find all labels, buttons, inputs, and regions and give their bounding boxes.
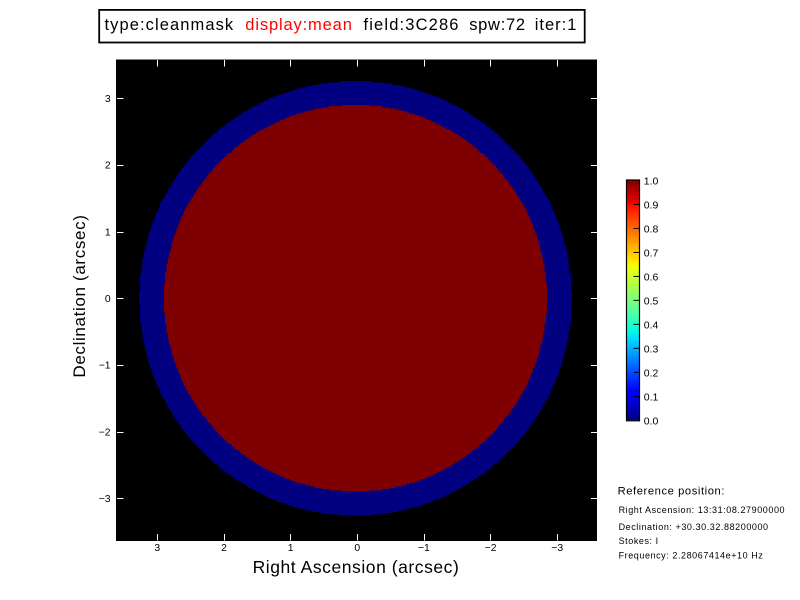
svg-text:0.2: 0.2 [644, 367, 659, 379]
svg-text:0: 0 [354, 543, 360, 554]
svg-text:Declination (arcsec): Declination (arcsec) [70, 214, 89, 377]
svg-text:0.1: 0.1 [644, 391, 659, 403]
svg-text:iter:1: iter:1 [535, 16, 578, 34]
svg-text:type:cleanmask: type:cleanmask [105, 16, 235, 34]
svg-text:display:mean: display:mean [245, 16, 352, 34]
svg-text:Stokes: I: Stokes: I [619, 536, 659, 546]
svg-text:3: 3 [154, 543, 160, 554]
svg-text:2: 2 [221, 543, 227, 554]
svg-text:0.5: 0.5 [644, 295, 659, 307]
svg-text:−2: −2 [485, 543, 497, 554]
svg-text:Frequency: 2.28067414e+10 Hz: Frequency: 2.28067414e+10 Hz [619, 550, 764, 560]
svg-text:Reference position:: Reference position: [618, 486, 725, 498]
svg-text:−2: −2 [99, 427, 111, 438]
svg-text:0.0: 0.0 [644, 415, 659, 427]
svg-text:1.0: 1.0 [644, 176, 659, 188]
svg-text:−3: −3 [551, 543, 563, 554]
svg-text:0.8: 0.8 [644, 224, 659, 236]
svg-text:0.4: 0.4 [644, 319, 659, 331]
svg-text:−1: −1 [418, 543, 430, 554]
svg-text:0.9: 0.9 [644, 200, 659, 212]
svg-text:Declination: +30.30.32.8820000: Declination: +30.30.32.88200000 [619, 522, 769, 532]
svg-text:Right Ascension (arcsec): Right Ascension (arcsec) [253, 557, 460, 577]
svg-text:0.6: 0.6 [644, 271, 659, 283]
svg-text:−3: −3 [99, 494, 111, 505]
svg-text:field:3C286: field:3C286 [364, 16, 460, 34]
svg-text:0: 0 [105, 294, 111, 305]
svg-text:0.7: 0.7 [644, 248, 659, 260]
svg-text:spw:72: spw:72 [469, 16, 526, 34]
svg-text:0.3: 0.3 [644, 343, 659, 355]
svg-text:Right Ascension: 13:31:08.2790: Right Ascension: 13:31:08.27900000 [619, 505, 786, 515]
svg-text:−1: −1 [99, 361, 111, 372]
svg-text:2: 2 [105, 161, 111, 172]
svg-text:3: 3 [105, 94, 111, 105]
svg-text:1: 1 [288, 543, 294, 554]
svg-text:1: 1 [105, 227, 111, 238]
